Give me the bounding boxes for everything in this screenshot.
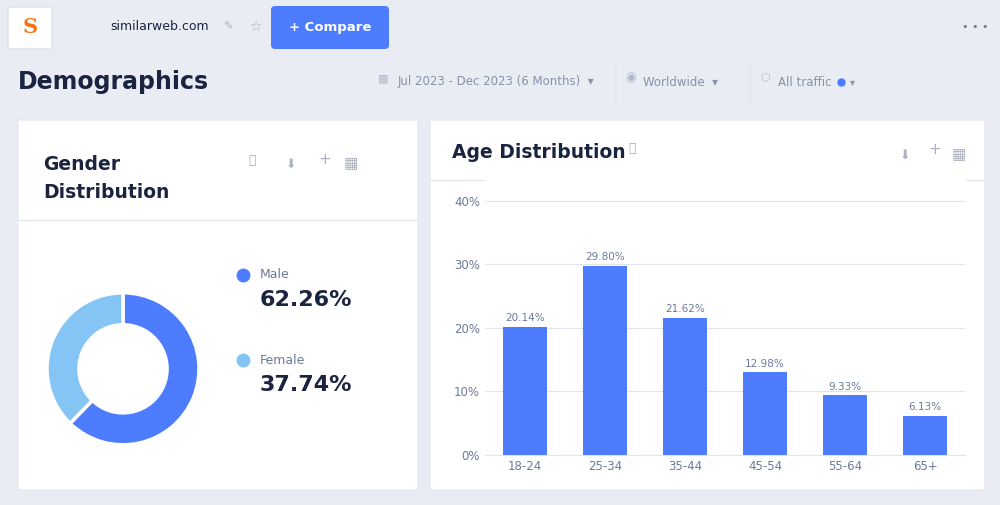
Text: ▦: ▦ xyxy=(378,73,388,83)
Text: Female: Female xyxy=(260,354,305,367)
Text: Age Distribution: Age Distribution xyxy=(452,142,626,162)
Text: ⓘ: ⓘ xyxy=(628,141,636,155)
Text: ▦: ▦ xyxy=(344,157,358,172)
Text: Demographics: Demographics xyxy=(18,70,209,94)
FancyBboxPatch shape xyxy=(8,7,52,49)
Text: ⓘ: ⓘ xyxy=(248,154,256,167)
Bar xyxy=(503,327,547,454)
Bar xyxy=(663,318,707,454)
Text: ◉: ◉ xyxy=(625,72,636,84)
Bar xyxy=(823,395,867,454)
Text: 6.13%: 6.13% xyxy=(908,402,942,412)
Wedge shape xyxy=(70,293,199,445)
Text: • • •: • • • xyxy=(962,22,988,32)
Text: Distribution: Distribution xyxy=(43,182,169,201)
Text: +: + xyxy=(928,142,941,158)
Text: Male: Male xyxy=(260,269,290,281)
Text: 9.33%: 9.33% xyxy=(828,382,862,392)
Bar xyxy=(903,416,947,454)
Wedge shape xyxy=(47,293,123,423)
Text: ☆: ☆ xyxy=(249,20,261,34)
FancyBboxPatch shape xyxy=(271,6,389,49)
FancyBboxPatch shape xyxy=(430,120,985,490)
Text: All traffic: All traffic xyxy=(778,76,832,88)
Text: 62.26%: 62.26% xyxy=(260,290,353,310)
Text: + Compare: + Compare xyxy=(289,21,371,33)
Text: 12.98%: 12.98% xyxy=(745,359,785,369)
Text: S: S xyxy=(22,17,38,37)
Bar xyxy=(583,266,627,454)
Text: ▦: ▦ xyxy=(952,147,966,163)
FancyBboxPatch shape xyxy=(18,120,418,490)
Text: Gender: Gender xyxy=(43,156,120,175)
Text: 20.14%: 20.14% xyxy=(505,313,545,323)
Text: 37.74%: 37.74% xyxy=(260,375,353,395)
Text: 21.62%: 21.62% xyxy=(665,304,705,314)
Text: +: + xyxy=(318,153,331,168)
Text: ⬇: ⬇ xyxy=(286,158,297,171)
Text: ✎: ✎ xyxy=(223,22,233,32)
Text: ▾: ▾ xyxy=(850,77,855,87)
Text: Worldwide  ▾: Worldwide ▾ xyxy=(643,76,718,88)
Text: ⬇: ⬇ xyxy=(900,148,911,162)
Text: similarweb.com: similarweb.com xyxy=(110,21,209,33)
Text: Jul 2023 - Dec 2023 (6 Months)  ▾: Jul 2023 - Dec 2023 (6 Months) ▾ xyxy=(398,76,595,88)
Text: 29.80%: 29.80% xyxy=(585,252,625,262)
Bar xyxy=(743,372,787,454)
Text: ⬡: ⬡ xyxy=(760,73,770,83)
